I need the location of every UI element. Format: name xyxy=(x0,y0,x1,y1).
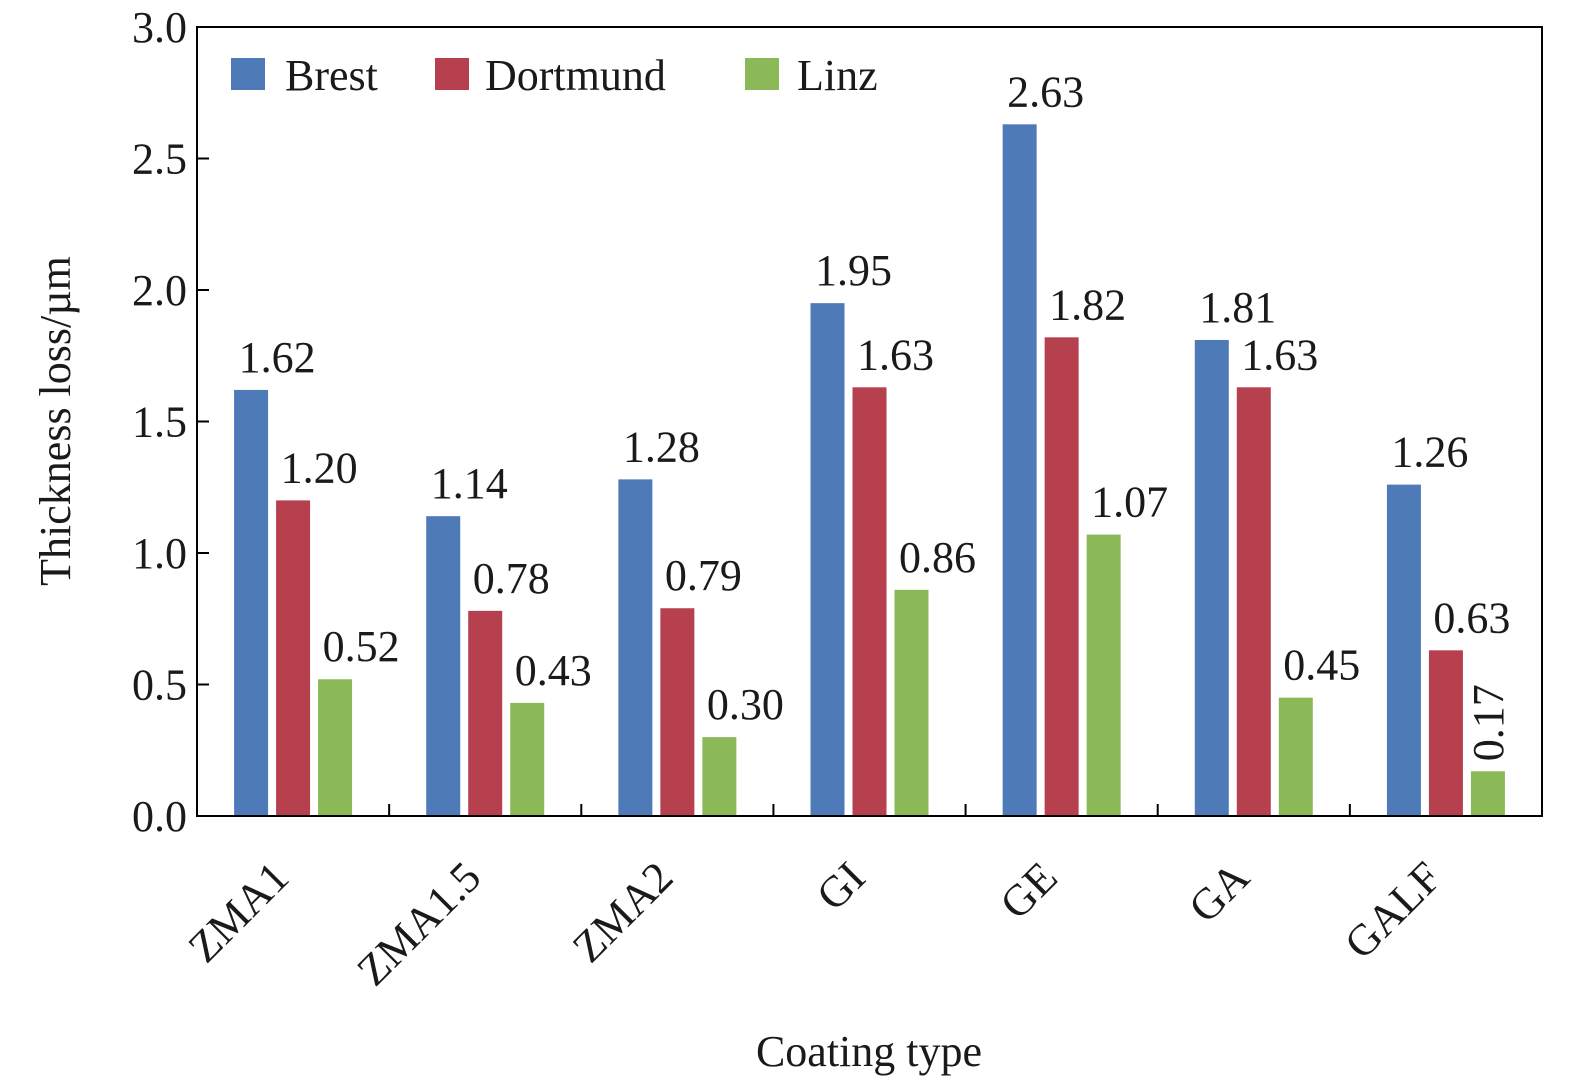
data-label: 1.63 xyxy=(857,330,934,379)
y-tick-label: 2.5 xyxy=(132,135,187,184)
x-tick-label: GE xyxy=(991,852,1067,928)
legend-label-brest: Brest xyxy=(285,51,378,100)
x-tick-label: ZMA2 xyxy=(563,852,682,971)
bar-linz-galf xyxy=(1470,771,1505,816)
x-axis-title: Coating type xyxy=(756,1027,982,1076)
bar-brest-ga xyxy=(1194,339,1229,816)
data-label: 0.45 xyxy=(1283,641,1360,690)
data-label: 1.81 xyxy=(1199,283,1276,332)
bar-linz-gi xyxy=(894,589,929,816)
data-label: 1.20 xyxy=(281,443,358,492)
data-label: 1.26 xyxy=(1391,428,1468,477)
legend-swatch-dortmund xyxy=(435,58,469,90)
legend: Brest Dortmund Linz xyxy=(231,51,878,100)
legend-swatch-brest xyxy=(231,58,265,90)
data-label: 0.17 xyxy=(1464,684,1513,761)
bar-linz-zma2 xyxy=(702,737,737,816)
data-labels-layer: 1.62 1.20 0.52 1.14 0.78 0.43 1.28 0.79 0.30 1.95… xyxy=(239,67,1513,761)
bar-brest-zma1-5 xyxy=(426,516,461,816)
bar-dortmund-zma2 xyxy=(660,608,695,816)
bar-brest-ge xyxy=(1002,124,1037,816)
legend-label-linz: Linz xyxy=(797,51,878,100)
bar-brest-gi xyxy=(810,303,845,816)
x-tick-label: ZMA1.5 xyxy=(348,852,491,995)
data-label: 1.07 xyxy=(1091,478,1168,527)
data-label: 0.43 xyxy=(515,646,592,695)
bar-dortmund-gi xyxy=(852,387,887,816)
data-label: 1.82 xyxy=(1049,280,1126,329)
bar-linz-zma1 xyxy=(318,679,353,816)
data-label: 2.63 xyxy=(1007,67,1084,116)
y-tick-label: 0.5 xyxy=(132,661,187,710)
data-label: 0.30 xyxy=(707,680,784,729)
data-label: 0.78 xyxy=(473,554,550,603)
data-label: 0.52 xyxy=(323,622,400,671)
bar-brest-zma1 xyxy=(234,389,269,816)
bar-brest-galf xyxy=(1386,484,1421,816)
y-axis-title: Thickness loss/µm xyxy=(31,256,80,586)
data-label: 0.86 xyxy=(899,533,976,582)
legend-swatch-linz xyxy=(745,58,779,90)
bar-linz-zma1-5 xyxy=(510,702,545,816)
data-label: 0.63 xyxy=(1433,593,1510,642)
bar-dortmund-zma1-5 xyxy=(468,610,503,816)
data-label: 1.28 xyxy=(623,422,700,471)
y-tick-label: 1.0 xyxy=(132,529,187,578)
bar-linz-ga xyxy=(1278,697,1313,816)
bar-brest-zma2 xyxy=(618,479,653,816)
y-tick-label: 0.0 xyxy=(132,792,187,841)
y-tick-label: 1.5 xyxy=(132,398,187,447)
legend-label-dortmund: Dortmund xyxy=(485,51,666,100)
bar-dortmund-zma1 xyxy=(276,500,311,816)
data-label: 1.63 xyxy=(1241,330,1318,379)
bar-linz-ge xyxy=(1086,534,1121,816)
bar-dortmund-galf xyxy=(1428,650,1463,816)
data-label: 1.62 xyxy=(239,333,316,382)
x-tick-label: GA xyxy=(1179,852,1259,932)
x-tick-label: GI xyxy=(807,852,874,919)
bar-dortmund-ge xyxy=(1044,337,1079,816)
bars-layer xyxy=(234,124,1505,816)
y-tick-label: 3.0 xyxy=(132,3,187,52)
data-label: 1.14 xyxy=(431,459,508,508)
data-label: 0.79 xyxy=(665,551,742,600)
data-label: 1.95 xyxy=(815,246,892,295)
x-tick-label: ZMA1 xyxy=(179,852,298,971)
y-tick-label: 2.0 xyxy=(132,266,187,315)
x-tick-label: GALF xyxy=(1335,852,1451,968)
bar-dortmund-ga xyxy=(1236,387,1271,816)
